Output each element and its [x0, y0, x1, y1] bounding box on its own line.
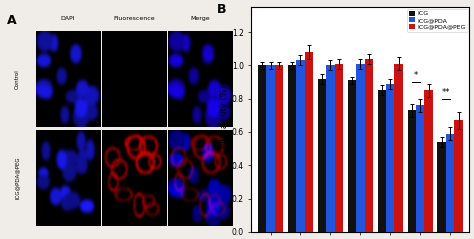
- Bar: [356, 64, 365, 232]
- Bar: [438, 142, 446, 232]
- Bar: [288, 65, 296, 232]
- Text: *: *: [414, 71, 418, 80]
- Bar: [258, 65, 266, 232]
- Bar: [318, 79, 326, 232]
- Bar: [365, 59, 373, 232]
- Bar: [416, 105, 424, 232]
- Bar: [296, 60, 305, 232]
- Text: ICG@PDA@PEG: ICG@PDA@PEG: [15, 157, 20, 199]
- Bar: [394, 64, 403, 232]
- Bar: [378, 90, 386, 232]
- Text: A: A: [7, 14, 17, 27]
- Text: DAPI: DAPI: [60, 16, 75, 21]
- Bar: [335, 64, 343, 232]
- Legend: ICG, ICG@PDA, ICG@PDA@PEG: ICG, ICG@PDA, ICG@PDA@PEG: [407, 9, 468, 32]
- Bar: [347, 80, 356, 232]
- Bar: [424, 90, 433, 232]
- Bar: [454, 120, 463, 232]
- Bar: [326, 65, 335, 232]
- Bar: [386, 84, 394, 232]
- Text: B: B: [217, 3, 226, 16]
- Bar: [275, 65, 283, 232]
- Bar: [446, 134, 454, 232]
- Bar: [266, 65, 275, 232]
- Y-axis label: Cell viability (%): Cell viability (%): [220, 85, 229, 154]
- Text: Control: Control: [15, 69, 20, 89]
- Bar: [305, 52, 313, 232]
- Text: Merge: Merge: [191, 16, 210, 21]
- Bar: [408, 110, 416, 232]
- Text: **: **: [442, 88, 450, 97]
- Text: Fluorescence: Fluorescence: [113, 16, 155, 21]
